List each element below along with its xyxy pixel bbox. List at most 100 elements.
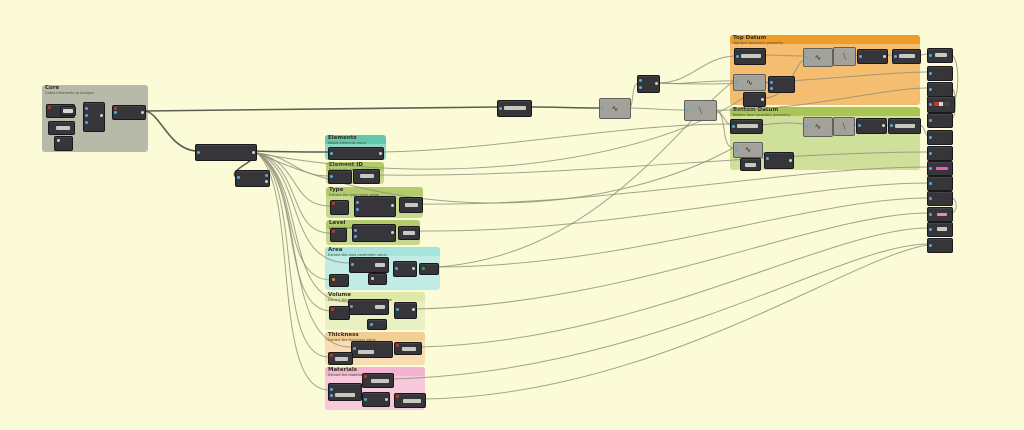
input-port[interactable]	[929, 103, 932, 106]
input-port[interactable]	[732, 125, 735, 128]
output-port[interactable]	[412, 267, 415, 270]
input-port[interactable]	[770, 81, 773, 84]
area-param-node[interactable]	[329, 274, 349, 287]
material-value-node[interactable]	[394, 393, 426, 408]
output-node[interactable]	[927, 146, 953, 161]
output-node[interactable]	[927, 82, 953, 97]
input-port[interactable]	[330, 394, 333, 397]
input-port[interactable]	[350, 305, 353, 308]
input-port[interactable]	[499, 107, 502, 110]
input-port[interactable]	[330, 175, 333, 178]
input-port[interactable]	[805, 56, 808, 59]
material-component-node[interactable]	[328, 383, 362, 401]
type-value-node[interactable]	[399, 197, 423, 213]
small-node[interactable]	[740, 158, 761, 171]
input-port[interactable]	[929, 182, 932, 185]
output-port[interactable]	[252, 151, 255, 154]
output-node[interactable]	[927, 191, 953, 206]
material-top-node[interactable]	[362, 373, 394, 388]
volume-small-node[interactable]	[367, 319, 387, 330]
level-component-node[interactable]	[352, 224, 396, 242]
input-port[interactable]	[395, 267, 398, 270]
volume-param-node[interactable]	[329, 306, 350, 320]
slider-track[interactable]	[56, 126, 70, 130]
area-unit-node[interactable]	[419, 263, 439, 275]
output-node[interactable]	[927, 222, 953, 237]
area-component-node[interactable]	[349, 257, 389, 273]
input-port[interactable]	[353, 347, 356, 350]
input-port[interactable]	[354, 235, 357, 238]
converter-node[interactable]: ∿	[733, 142, 763, 158]
input-port[interactable]	[929, 197, 932, 200]
input-port[interactable]	[197, 151, 200, 154]
input-port[interactable]	[356, 201, 359, 204]
output-port[interactable]	[379, 152, 382, 155]
small-node[interactable]	[743, 92, 766, 107]
output-node[interactable]	[927, 130, 953, 145]
thickness-convert-node[interactable]	[394, 342, 422, 355]
input-port[interactable]	[735, 81, 738, 84]
output-port[interactable]	[789, 159, 792, 162]
input-port[interactable]	[330, 388, 333, 391]
converter-node[interactable]: ∿	[733, 74, 766, 91]
output-port[interactable]	[761, 98, 764, 101]
input-port[interactable]	[929, 88, 932, 91]
output-node[interactable]	[927, 176, 953, 191]
volume-convert-node[interactable]	[394, 302, 417, 319]
input-port[interactable]	[859, 55, 862, 58]
input-port[interactable]	[85, 121, 88, 124]
output-node[interactable]	[927, 96, 955, 113]
input-port[interactable]	[929, 119, 932, 122]
output-port[interactable]	[141, 111, 144, 114]
input-port[interactable]	[351, 263, 354, 266]
top-curves-node[interactable]	[734, 48, 766, 65]
input-port[interactable]	[370, 323, 373, 326]
volume-component-node[interactable]	[348, 299, 389, 315]
input-port[interactable]	[354, 229, 357, 232]
id-value-node[interactable]	[353, 169, 380, 184]
input-port[interactable]	[639, 86, 642, 89]
area-small-node[interactable]	[368, 273, 387, 285]
converter-node[interactable]: ∿	[803, 117, 833, 137]
input-port[interactable]	[356, 208, 359, 211]
input-port[interactable]	[929, 213, 932, 216]
input-port[interactable]	[929, 228, 932, 231]
input-port[interactable]	[686, 109, 689, 112]
panel-node[interactable]	[497, 100, 532, 117]
input-port[interactable]	[639, 79, 642, 82]
input-port[interactable]	[735, 148, 738, 151]
input-port[interactable]	[929, 167, 932, 170]
toggle-node[interactable]	[54, 136, 73, 151]
input-port[interactable]	[85, 114, 88, 117]
output-port[interactable]	[412, 308, 415, 311]
output-port[interactable]	[391, 231, 394, 234]
converter-node[interactable]: ∿	[599, 98, 631, 119]
output-port[interactable]	[265, 174, 268, 177]
input-port[interactable]	[929, 244, 932, 247]
input-port[interactable]	[396, 308, 399, 311]
input-port[interactable]	[330, 152, 333, 155]
input-port[interactable]	[894, 55, 897, 58]
component-node[interactable]	[768, 76, 795, 93]
thickness-param-node[interactable]	[328, 352, 353, 365]
type-param-node[interactable]	[330, 200, 349, 215]
level-param-node[interactable]	[330, 228, 347, 242]
area-convert-node[interactable]	[393, 261, 417, 277]
bottom-curves-node[interactable]	[730, 119, 763, 134]
converter-node[interactable]: ⧹	[684, 100, 717, 121]
input-port[interactable]	[766, 157, 769, 160]
input-port[interactable]	[890, 124, 893, 127]
input-port[interactable]	[364, 398, 367, 401]
input-port[interactable]	[858, 124, 861, 127]
slider-node[interactable]	[48, 121, 75, 135]
output-port[interactable]	[883, 55, 886, 58]
level-value-node[interactable]	[398, 226, 420, 240]
input-port[interactable]	[736, 55, 739, 58]
output-port[interactable]	[391, 204, 394, 207]
component-node[interactable]	[764, 152, 794, 169]
input-port[interactable]	[929, 152, 932, 155]
type-component-node[interactable]	[354, 196, 396, 217]
output-port[interactable]	[385, 398, 388, 401]
input-port[interactable]	[114, 111, 117, 114]
